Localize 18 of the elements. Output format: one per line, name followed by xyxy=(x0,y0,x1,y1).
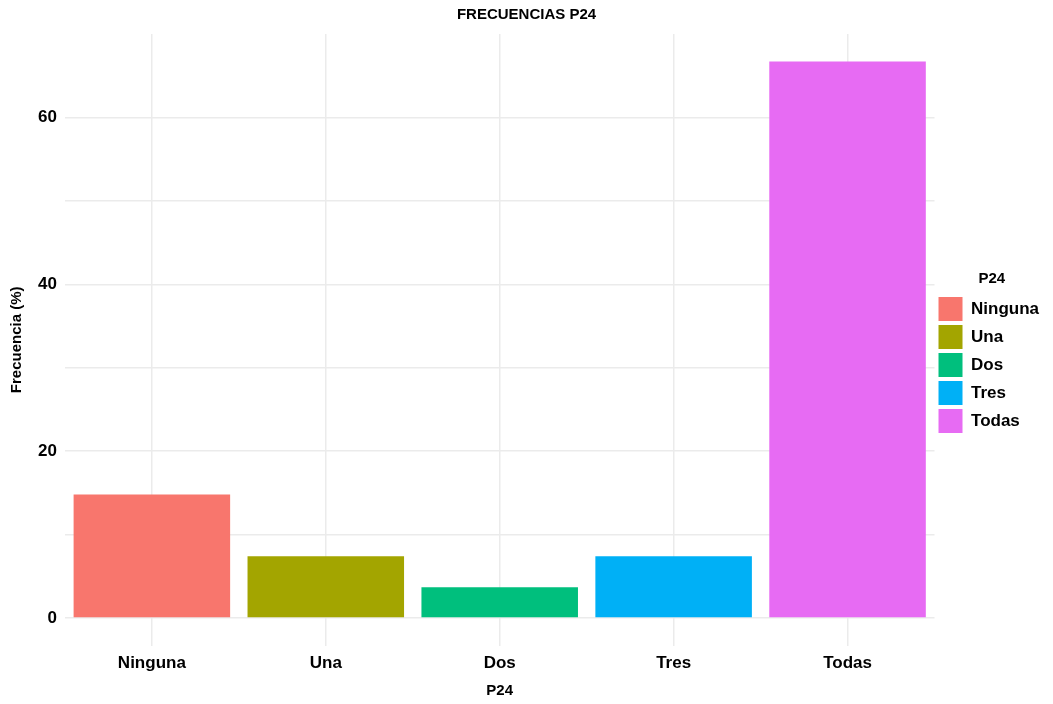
x-tick-label: Dos xyxy=(483,653,516,673)
x-axis-title: P24 xyxy=(486,681,514,699)
legend-label: Todas xyxy=(971,410,1020,430)
legend-label: Tres xyxy=(971,382,1006,402)
legend-title: P24 xyxy=(978,268,1006,286)
x-tick-label: Tres xyxy=(656,653,692,673)
y-tick-label: 0 xyxy=(47,607,57,627)
x-tick-label: Todas xyxy=(823,653,872,673)
x-tick-label: Una xyxy=(309,653,343,673)
x-tick-label: Ninguna xyxy=(117,653,187,673)
y-tick-label: 20 xyxy=(37,440,57,460)
legend-label: Una xyxy=(971,326,1004,346)
legend-label: Dos xyxy=(971,354,1004,374)
y-tick-label: 60 xyxy=(37,107,57,127)
y-tick-label: 40 xyxy=(37,274,57,293)
chart-title: FRECUENCIAS P24 xyxy=(456,5,597,23)
legend-label: Ninguna xyxy=(971,298,1040,318)
y-axis-title: Frecuencia (%) xyxy=(7,286,25,394)
